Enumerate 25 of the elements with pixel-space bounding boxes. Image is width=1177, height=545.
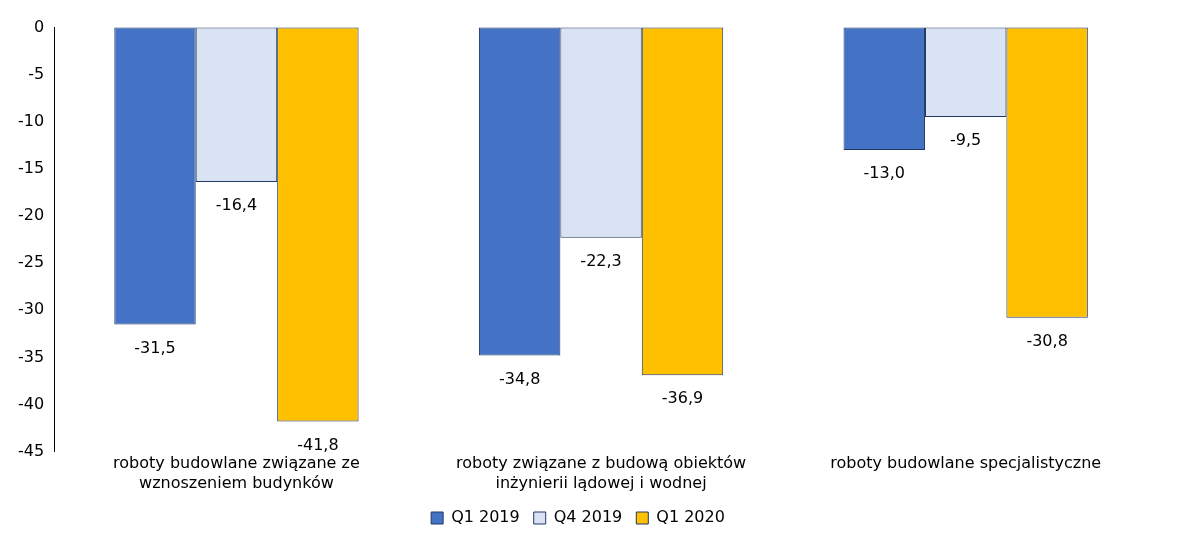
y-tick-label: -15 [17, 158, 45, 178]
data-label: -36,9 [661, 388, 704, 408]
y-tick-label: -30 [17, 299, 45, 319]
x-tick-label: roboty budowlane specjalistyczne [830, 453, 1102, 473]
data-label: -13,0 [863, 163, 905, 183]
legend-label: Q1 2020 [656, 507, 725, 527]
y-tick-label: -40 [17, 393, 45, 413]
data-label: -22,3 [580, 250, 622, 270]
y-tick-label: -45 [17, 440, 45, 460]
data-label: -9,5 [950, 130, 982, 150]
x-tick-label: roboty związane z budową obiektów inżynierii lądowej i wodnej [455, 453, 747, 492]
y-tick-label: 0 [33, 16, 45, 36]
y-tick-label: -5 [28, 63, 45, 83]
data-label: -41,8 [297, 434, 339, 454]
legend-label: Q4 2019 [553, 507, 623, 527]
data-label: -30,8 [1026, 330, 1068, 350]
data-label: -34,8 [498, 368, 541, 388]
y-tick-label: -10 [17, 110, 45, 130]
data-label: -31,5 [134, 337, 176, 357]
legend-label: Q1 2019 [451, 507, 520, 527]
y-tick-label: -25 [17, 252, 45, 272]
data-label: -16,4 [215, 195, 258, 215]
x-tick-label: roboty budowlane związane ze wznoszeniem budynków [113, 453, 360, 492]
y-tick-label: -20 [17, 205, 45, 225]
y-tick-label: -35 [17, 346, 45, 366]
